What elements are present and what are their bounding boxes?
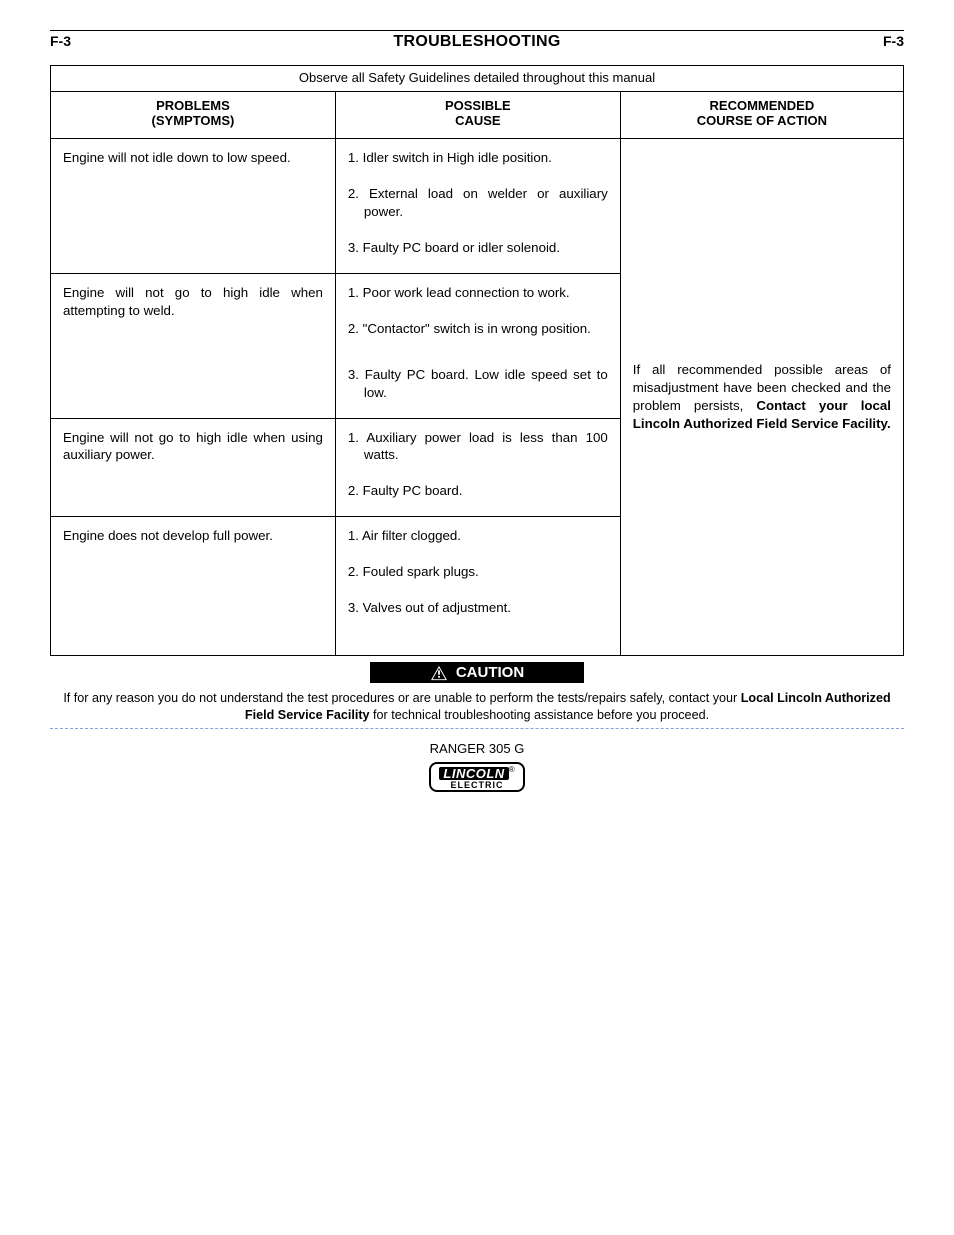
page-corner-right: F-3 [883, 33, 904, 61]
action-text: If all recommended possible areas of mis… [633, 361, 891, 433]
empty-cell [335, 633, 620, 656]
header-action: RECOMMENDED COURSE OF ACTION [620, 92, 903, 139]
list-item: 3. Faulty PC board or idler solenoid. [348, 239, 608, 257]
warning-triangle-icon [430, 665, 448, 681]
list-item: 2. Fouled spark plugs. [348, 563, 608, 581]
problem-text: Engine will not go to high idle when usi… [63, 429, 323, 465]
list-item: 1. Auxiliary power load is less than 100… [348, 429, 608, 465]
troubleshooting-table: Observe all Safety Guidelines detailed t… [50, 65, 904, 656]
cause-list: 1. Air filter clogged. 2. Fouled spark p… [348, 527, 608, 617]
header-row: PROBLEMS (SYMPTOMS) POSSIBLE CAUSE RECOM… [51, 92, 904, 139]
problem-cell: Engine will not go to high idle when att… [51, 273, 336, 418]
problem-cell: Engine will not idle down to low speed. [51, 139, 336, 274]
cause-list: 1. Idler switch in High idle position. 2… [348, 149, 608, 257]
caution-text: If for any reason you do not understand … [50, 690, 904, 724]
lincoln-electric-logo: LINCOLN® ELECTRIC [429, 762, 524, 792]
list-item: 1. Poor work lead connection to work. [348, 284, 608, 302]
caution-label: CAUTION [456, 664, 524, 681]
cause-cell: 1. Auxiliary power load is less than 100… [335, 418, 620, 517]
list-item: 1. Idler switch in High idle position. [348, 149, 608, 167]
action-cell: If all recommended possible areas of mis… [620, 139, 903, 656]
problem-text: Engine will not idle down to low speed. [63, 149, 323, 167]
caution-section: CAUTION If for any reason you do not und… [50, 662, 904, 729]
safety-guideline-row: Observe all Safety Guidelines detailed t… [51, 66, 904, 92]
model-label: RANGER 305 G [50, 741, 904, 756]
problem-text: Engine does not develop full power. [63, 527, 323, 545]
logo-wrap: LINCOLN® ELECTRIC [50, 762, 904, 793]
problem-text: Engine will not go to high idle when att… [63, 284, 323, 320]
caution-suffix: for technical troubleshooting assistance… [370, 708, 710, 722]
dotted-separator [50, 728, 904, 729]
list-item: 3. Valves out of adjustment. [348, 599, 608, 617]
table-row: Engine will not idle down to low speed. … [51, 139, 904, 274]
cause-cell: 1. Idler switch in High idle position. 2… [335, 139, 620, 274]
list-item: 2. Faulty PC board. [348, 482, 608, 500]
caution-prefix: If for any reason you do not understand … [63, 691, 740, 705]
safety-guideline-cell: Observe all Safety Guidelines detailed t… [51, 66, 904, 92]
registered-icon: ® [509, 765, 515, 774]
page-corner-left: F-3 [50, 33, 71, 61]
logo-line2: ELECTRIC [439, 781, 514, 790]
cause-list: 1. Auxiliary power load is less than 100… [348, 429, 608, 501]
list-item: 2. External load on welder or auxiliary … [348, 185, 608, 221]
cause-list: 1. Poor work lead connection to work. 2.… [348, 284, 608, 402]
cause-cell: 1. Poor work lead connection to work. 2.… [335, 273, 620, 418]
list-item: 1. Air filter clogged. [348, 527, 608, 545]
section-title: TROUBLESHOOTING [393, 33, 560, 51]
header-causes: POSSIBLE CAUSE [335, 92, 620, 139]
problem-cell: Engine will not go to high idle when usi… [51, 418, 336, 517]
list-item: 2. "Contactor" switch is in wrong positi… [348, 320, 608, 338]
top-rule [50, 30, 904, 31]
caution-banner: CAUTION [370, 662, 584, 683]
logo-line1: LINCOLN [439, 767, 508, 780]
page: F-3 TROUBLESHOOTING F-3 Observe all Safe… [0, 0, 954, 813]
list-item: 3. Faulty PC board. Low idle speed set t… [348, 366, 608, 402]
cause-cell: 1. Air filter clogged. 2. Fouled spark p… [335, 517, 620, 633]
empty-cell [51, 633, 336, 656]
header-problems: PROBLEMS (SYMPTOMS) [51, 92, 336, 139]
page-corner-row: F-3 TROUBLESHOOTING F-3 [50, 33, 904, 61]
problem-cell: Engine does not develop full power. [51, 517, 336, 633]
